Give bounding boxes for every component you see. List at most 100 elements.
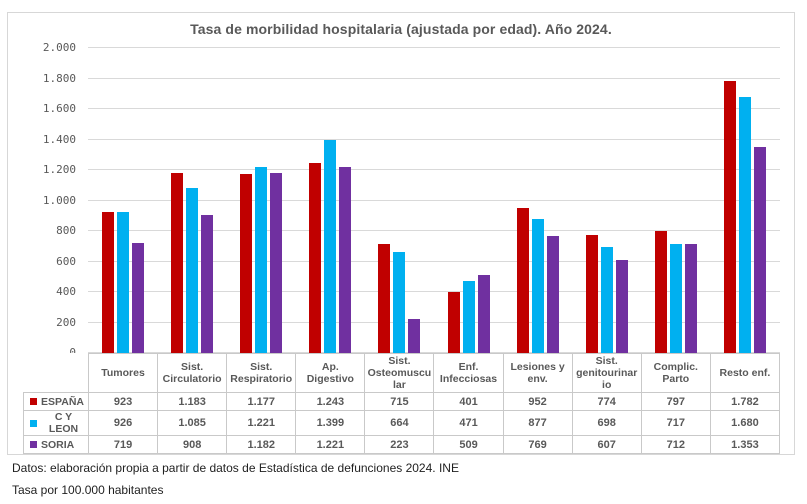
gridline: [88, 169, 780, 170]
value-cell: 923: [87, 392, 159, 411]
bar-group: [88, 48, 157, 353]
y-axis: 0 200 400 600 800 1.000 1.200 1.400 1.600 1.800 2.…: [8, 41, 76, 359]
bar-soria: [408, 319, 421, 353]
bar-group: [503, 48, 572, 353]
value-cell: 607: [571, 435, 642, 454]
legend-cell: ESPAÑA: [23, 392, 89, 411]
chart-figure: Tasa de morbilidad hospitalaria (ajustad…: [7, 12, 795, 455]
value-cell: 717: [640, 410, 711, 436]
bar-soria: [200, 214, 213, 353]
y-tick-label: 1.000: [42, 193, 76, 207]
category-header: Sist. Respiratorio: [226, 353, 297, 393]
value-cell: 926: [87, 410, 159, 436]
bar-españa: [309, 163, 322, 353]
category-header: Lesiones y env.: [502, 353, 573, 393]
bar-soria: [131, 243, 144, 353]
value-cell: 1.353: [709, 435, 781, 454]
bar-españa: [447, 291, 460, 353]
bar-españa: [516, 207, 529, 353]
bar-c-y-leon: [393, 251, 406, 353]
category-header: Complic. Parto: [640, 353, 711, 393]
data-table-body: ESPAÑA 923 1.183 1.177 1.243 715 401 952 774 797 1…: [23, 392, 781, 454]
bar-soria: [685, 244, 698, 353]
value-cell: 401: [433, 392, 504, 411]
bar-group: [296, 48, 365, 353]
value-cell: 471: [433, 410, 504, 436]
value-cell: 1.243: [295, 392, 366, 411]
category-header: Sist. genitourinario: [571, 353, 642, 393]
category-header: Ap. Digestivo: [295, 353, 366, 393]
value-cell: 1.221: [295, 435, 366, 454]
bar-c-y-leon: [601, 246, 614, 353]
value-cell: 877: [502, 410, 573, 436]
y-tick-label: 1.200: [42, 163, 76, 176]
bar-group: [226, 48, 295, 353]
gridline: [88, 138, 780, 140]
bar-soria: [616, 260, 629, 353]
table-row: ESPAÑA 923 1.183 1.177 1.243 715 401 952 774 797 1…: [23, 392, 781, 411]
bar-group: [642, 48, 711, 353]
value-cell: 908: [157, 435, 228, 454]
value-cell: 1.183: [157, 392, 228, 411]
bar-c-y-leon: [324, 139, 337, 353]
gridline: [88, 77, 780, 79]
value-cell: 774: [571, 392, 642, 411]
bar-c-y-leon: [531, 219, 544, 353]
header-row: Tumores Sist. Circulatorio Sist. Respirato…: [23, 353, 781, 393]
bar-c-y-leon: [462, 281, 475, 353]
value-cell: 698: [571, 410, 642, 436]
value-cell: 1.085: [157, 410, 228, 436]
legend-corner-cell: [23, 353, 89, 393]
gridline: [88, 291, 780, 292]
footer-rate-note: Tasa por 100.000 habitantes: [12, 483, 164, 497]
gridline: [88, 260, 780, 262]
bar-group: [572, 48, 641, 353]
bar-soria: [270, 172, 282, 353]
value-cell: 1.182: [226, 435, 297, 454]
category-header: Sist. Osteomuscular: [364, 353, 435, 393]
bar-soria: [339, 166, 352, 353]
series-name: ESPAÑA: [41, 395, 84, 408]
value-cell: 715: [364, 392, 435, 411]
legend-entry: C Y LEON: [26, 411, 86, 435]
legend-entry: ESPAÑA: [26, 396, 86, 408]
y-tick-label: 200: [56, 315, 76, 329]
category-header: Enf. Infecciosas: [433, 353, 504, 393]
bar-c-y-leon: [185, 187, 198, 353]
series-name: C Y LEON: [48, 411, 79, 435]
bar-c-y-leon: [739, 96, 752, 353]
legend-entry: SORIA: [26, 439, 86, 451]
category-header: Resto enf.: [709, 353, 781, 393]
legend-cell: SORIA: [23, 435, 89, 454]
category-header: Tumores: [87, 353, 159, 393]
bar-group: [711, 48, 780, 353]
value-cell: 1.680: [709, 410, 781, 436]
table-row: SORIA 719 908 1.182 1.221 223 509 769 607 712 1.35…: [23, 435, 781, 454]
series-name: SORIA: [41, 438, 75, 451]
gridline: [88, 230, 780, 231]
y-tick-label: 1.600: [42, 102, 76, 115]
value-cell: 1.782: [709, 392, 781, 411]
bar-groups: [88, 48, 780, 353]
y-tick-label: 1.400: [42, 132, 76, 146]
gridline: [88, 321, 780, 323]
legend-swatch-icon: [30, 398, 37, 405]
legend-swatch-icon: [30, 441, 37, 448]
data-table-header: Tumores Sist. Circulatorio Sist. Respirato…: [23, 353, 781, 393]
bar-españa: [724, 81, 737, 353]
value-cell: 719: [87, 435, 159, 454]
value-cell: 797: [640, 392, 711, 411]
gridline: [88, 352, 780, 353]
gridline: [88, 108, 780, 109]
value-cell: 509: [433, 435, 504, 454]
table-row: C Y LEON 926 1.085 1.221 1.399 664 471 877 698 71…: [23, 410, 781, 436]
y-tick-label: 600: [56, 254, 76, 268]
data-table: Tumores Sist. Circulatorio Sist. Respirato…: [23, 353, 781, 454]
bar-group: [434, 48, 503, 353]
bar-españa: [240, 173, 252, 353]
value-cell: 712: [640, 435, 711, 454]
bar-españa: [101, 212, 114, 353]
gridline: [88, 47, 780, 48]
y-tick-label: 2.000: [42, 41, 76, 54]
